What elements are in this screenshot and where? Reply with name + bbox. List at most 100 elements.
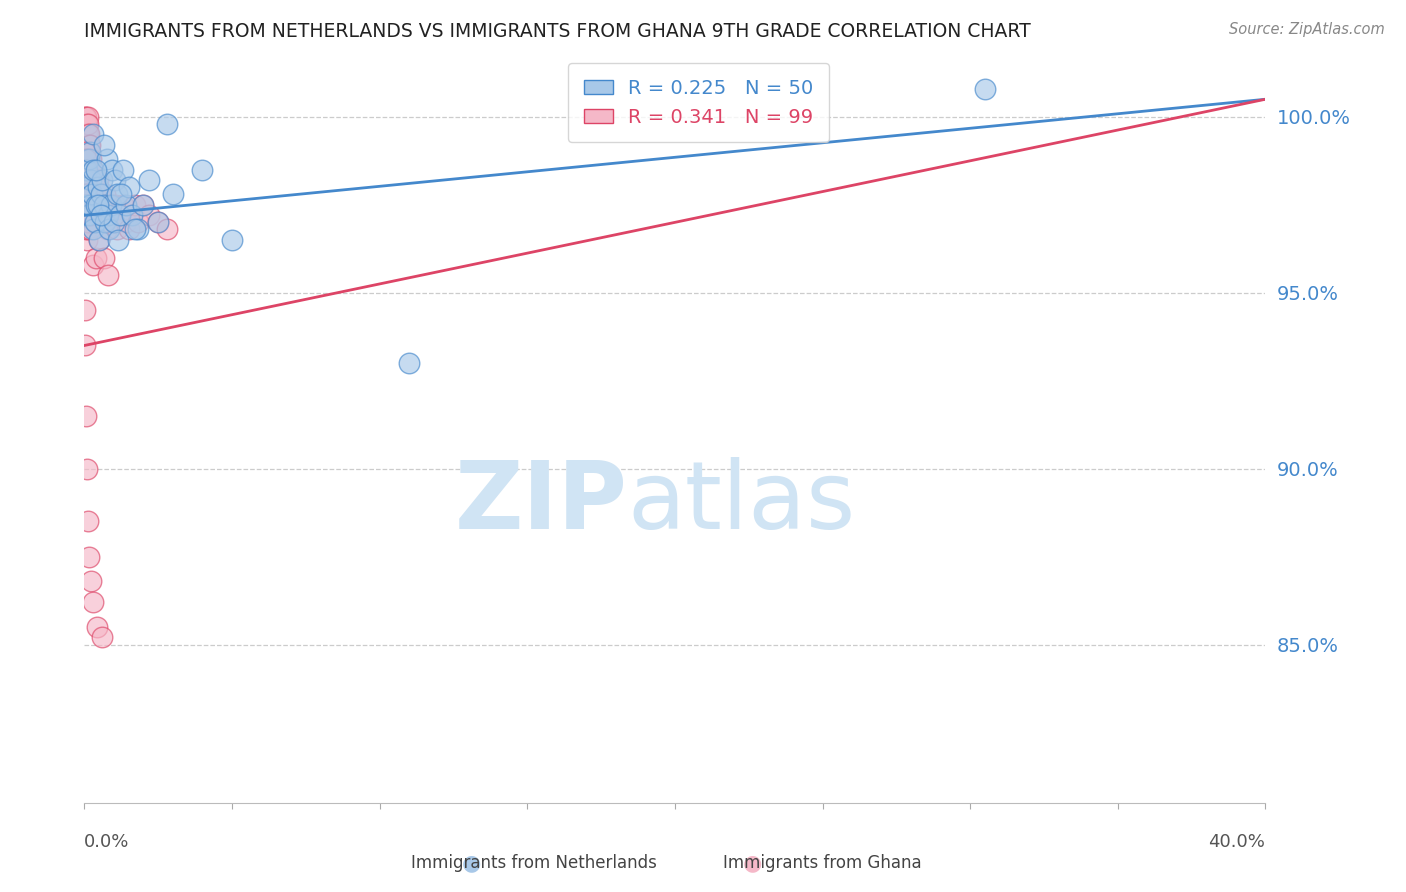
Point [75,117,97,131]
Point [127,222,149,236]
Text: ●: ● [742,854,762,873]
Point [75,208,97,222]
Point [108,208,131,222]
Point [77,145,100,159]
Point [111,162,134,177]
Point [121,208,143,222]
Point [101,162,124,177]
Point [75,198,97,212]
Text: Immigrants from Ghana: Immigrants from Ghana [723,855,922,872]
Point [84,162,107,177]
Point [97,208,120,222]
Point [82,187,104,202]
Point [75,128,97,142]
Point [108,208,131,222]
Point [98,222,121,236]
Point [79,198,101,212]
Point [80,208,103,222]
Point [156,117,179,131]
Point [75,208,97,222]
Point [90,187,112,202]
Point [82,128,104,142]
Point [76,162,98,177]
Point [86,187,108,202]
Point [76,461,98,475]
Point [77,138,100,153]
Text: IMMIGRANTS FROM NETHERLANDS VS IMMIGRANTS FROM GHANA 9TH GRADE CORRELATION CHART: IMMIGRANTS FROM NETHERLANDS VS IMMIGRANT… [84,22,1031,41]
Point [93,215,115,229]
Point [75,222,97,236]
Point [86,208,108,222]
Point [114,198,136,212]
Point [93,251,115,265]
Point [83,198,105,212]
Point [89,233,111,247]
Text: ZIP: ZIP [454,457,627,549]
Legend: R = 0.225   N = 50, R = 0.341   N = 99: R = 0.225 N = 50, R = 0.341 N = 99 [568,63,830,142]
Point [96,222,118,236]
Point [75,187,97,202]
Point [91,173,114,187]
Point [148,215,170,229]
Point [93,198,115,212]
Point [80,574,103,589]
Point [77,128,100,142]
Point [79,128,101,142]
Point [73,145,96,159]
Point [76,180,98,194]
Point [90,208,112,222]
Point [80,180,103,194]
Point [162,187,184,202]
Text: ●: ● [461,854,481,873]
Point [124,198,146,212]
Point [100,198,122,212]
Text: Immigrants from Netherlands: Immigrants from Netherlands [412,855,657,872]
Point [398,356,420,370]
Point [132,198,155,212]
Point [100,198,122,212]
Point [104,198,127,212]
Point [80,152,103,166]
Point [75,162,97,177]
Point [94,215,117,229]
Text: Source: ZipAtlas.com: Source: ZipAtlas.com [1229,22,1385,37]
Point [75,338,97,352]
Point [86,620,108,634]
Point [82,162,104,177]
Point [75,110,97,124]
Point [82,595,104,609]
Point [77,198,100,212]
Point [77,215,100,229]
Point [76,110,98,124]
Point [75,187,97,202]
Text: 40.0%: 40.0% [1209,833,1265,851]
Point [75,128,97,142]
Point [105,187,128,202]
Point [77,117,100,131]
Point [132,198,155,212]
Point [127,215,149,229]
Point [76,138,98,153]
Point [76,128,98,142]
Point [96,152,118,166]
Point [93,138,115,153]
Point [73,117,96,131]
Point [82,222,104,236]
Point [83,198,105,212]
Text: atlas: atlas [627,457,856,549]
Point [110,187,132,202]
Point [79,138,101,153]
Point [103,215,125,229]
Point [221,233,243,247]
Point [124,222,146,236]
Point [90,198,112,212]
Point [80,187,103,202]
Point [86,198,108,212]
Point [89,233,111,247]
Point [79,145,101,159]
Text: 0.0%: 0.0% [84,833,129,851]
Point [93,198,115,212]
Point [98,215,121,229]
Point [121,208,143,222]
Point [83,215,105,229]
